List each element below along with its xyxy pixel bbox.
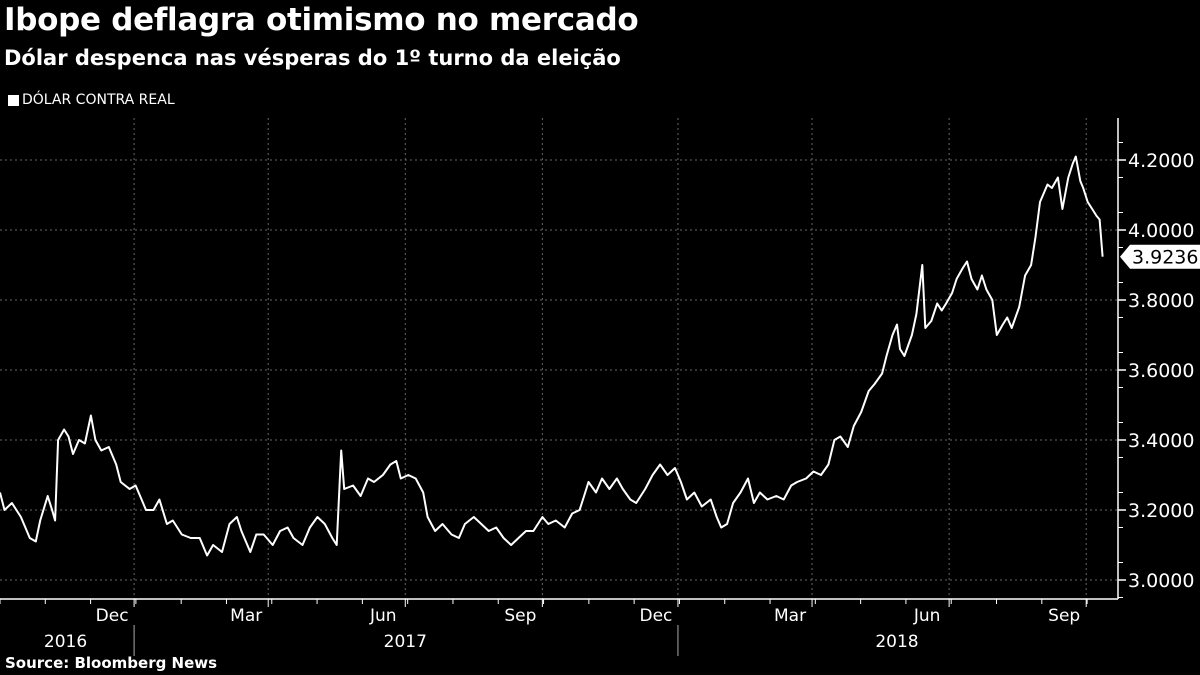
y-tick-label: 4.0000 [1128, 220, 1194, 242]
x-tick-label: Dec [96, 606, 129, 626]
x-tick-label: Sep [504, 606, 536, 626]
x-tick-label: Mar [774, 606, 806, 626]
y-tick-label: 3.2000 [1128, 500, 1194, 522]
legend-label: DÓLAR CONTRA REAL [22, 92, 175, 108]
x-tick-label: Jun [369, 606, 397, 626]
source-note: Source: Bloomberg News [5, 654, 218, 672]
y-tick-label: 3.4000 [1128, 430, 1194, 452]
year-label: 2018 [875, 632, 918, 652]
y-tick-label: 4.2000 [1128, 150, 1194, 172]
chart-title: Ibope deflagra otimismo no mercado [4, 2, 639, 38]
y-tick-label: 3.0000 [1128, 570, 1194, 592]
legend-swatch [8, 94, 19, 106]
x-tick-label: Jun [913, 606, 941, 626]
chart-subtitle: Dólar despenca nas vésperas do 1º turno … [4, 46, 621, 70]
x-tick-label: Sep [1048, 606, 1080, 626]
y-tick-label: 3.8000 [1128, 290, 1194, 312]
x-tick-label: Dec [639, 606, 672, 626]
y-tick-label: 3.6000 [1128, 360, 1194, 382]
last-value-tag [1120, 244, 1200, 269]
x-tick-label: Mar [230, 606, 262, 626]
legend: DÓLAR CONTRA REAL [8, 92, 175, 108]
year-label: 2016 [44, 632, 87, 652]
usd-brl-line [0, 155, 1104, 557]
year-label: 2017 [384, 632, 427, 652]
last-value-label: 3.9236 [1132, 247, 1198, 269]
